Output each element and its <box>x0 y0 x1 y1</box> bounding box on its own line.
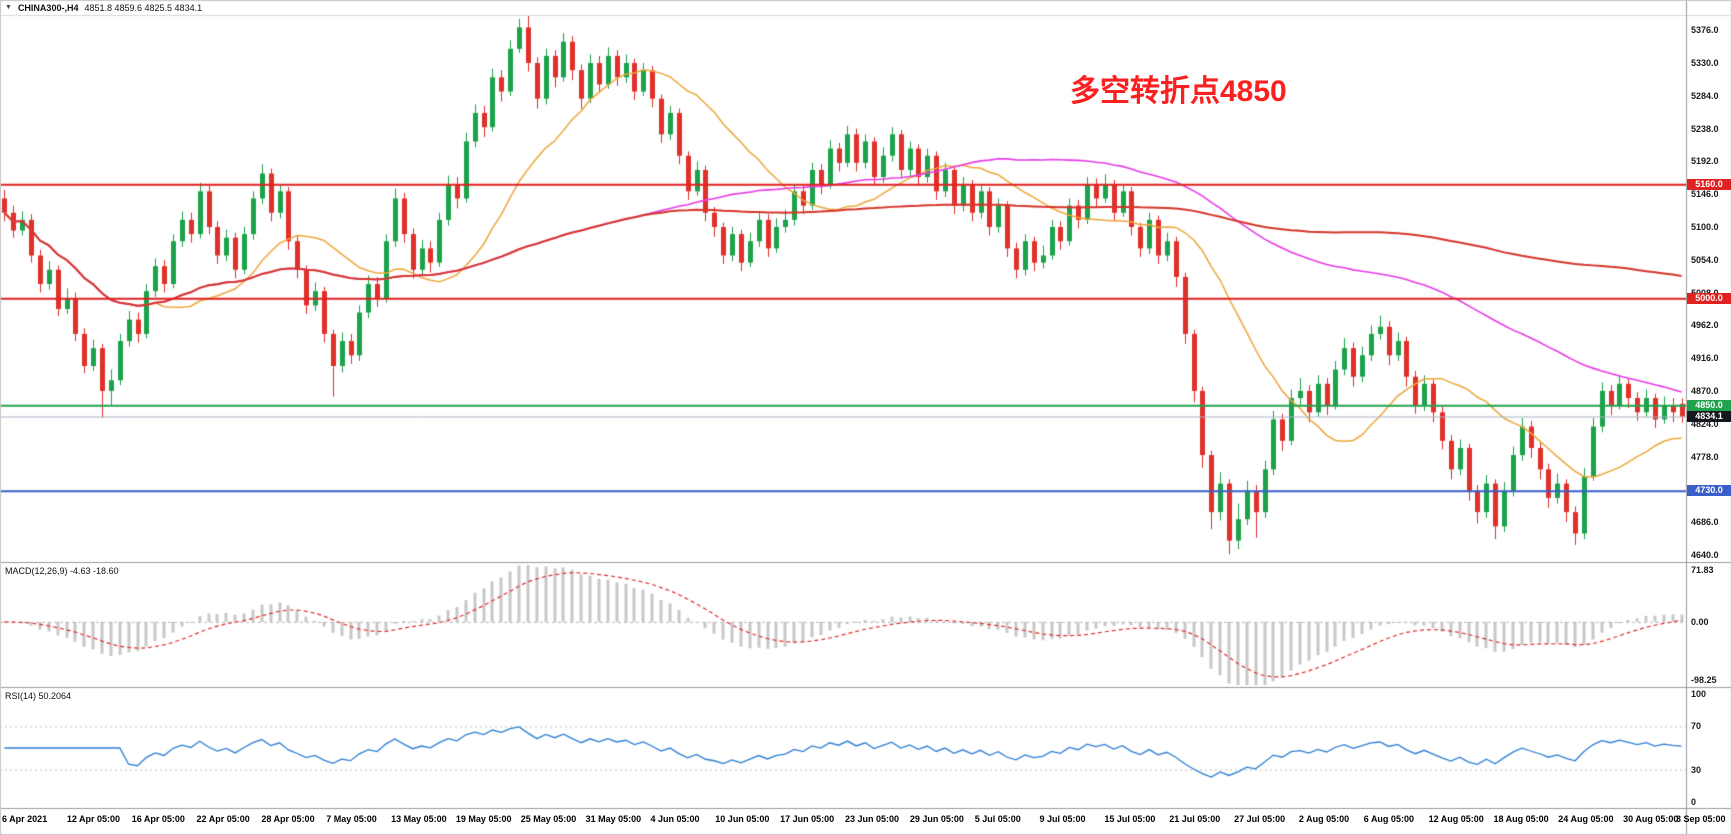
rsi-indicator-label: RSI(14) 50.2064 <box>5 691 72 701</box>
ohlc-values: 4851.8 4859.6 4825.5 4834.1 <box>84 2 203 13</box>
chart-header: ▼ CHINA300-,H4 4851.8 4859.6 4825.5 4834… <box>0 0 1732 15</box>
macd-indicator-label: MACD(12,26,9) -4.63 -18.60 <box>5 566 119 576</box>
chart-collapse-icon[interactable]: ▼ <box>5 4 12 11</box>
chart-annotation-text: 多空转折点4850 <box>1070 75 1287 108</box>
symbol-period-label: CHINA300-,H4 <box>17 2 79 13</box>
